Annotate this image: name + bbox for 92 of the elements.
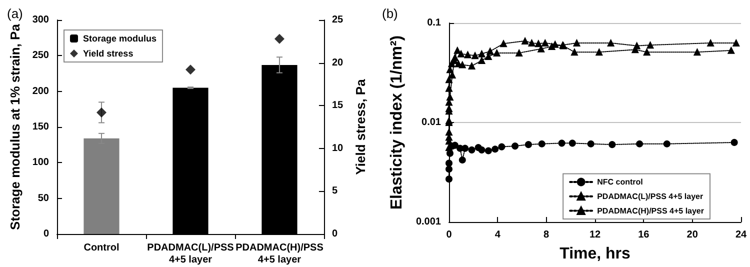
y-tick-label: 0.001: [416, 216, 442, 228]
x-tick-label: PDADMAC(L)/PSS 4+5 layer: [147, 242, 234, 266]
point: [185, 64, 196, 75]
y-tick-label: 0.1: [427, 18, 442, 28]
point: [524, 141, 532, 148]
legend-label: PDADMAC(H)/PSS 4+5 layer: [597, 206, 704, 216]
y2-tick-label: 20: [332, 57, 344, 68]
point: [478, 56, 486, 64]
point: [542, 39, 549, 46]
point: [486, 48, 494, 55]
point: [96, 107, 106, 118]
x-tick-label: 8: [544, 230, 550, 240]
point: [632, 46, 639, 54]
point: [552, 40, 559, 48]
x-tick-label: 16: [638, 230, 650, 240]
point: [446, 84, 452, 92]
point: [646, 42, 654, 49]
y-tick-label: 150: [32, 122, 50, 132]
point: [534, 40, 542, 48]
point: [516, 49, 523, 56]
point: [274, 34, 284, 44]
point: [458, 156, 466, 164]
bar: [84, 138, 120, 234]
point: [446, 94, 454, 101]
point: [707, 39, 714, 46]
point: [500, 40, 508, 48]
y2-tick-label: 25: [332, 14, 344, 26]
point: [446, 166, 452, 173]
point: [458, 50, 465, 58]
x-tick-label: 24: [735, 230, 747, 240]
point: [538, 45, 545, 52]
y-axis-title: Storage modulus at 1% strain, Pa: [7, 23, 22, 230]
point: [538, 140, 546, 148]
legend-label: PDADMAC(L)/PSS 4+5 layer: [597, 192, 704, 201]
legend-label: Yield stress: [83, 48, 134, 58]
point: [608, 141, 616, 148]
point: [568, 140, 576, 147]
point: [446, 176, 452, 183]
point: [570, 48, 578, 56]
point: [558, 140, 566, 147]
x-tick-label: 20: [686, 230, 698, 240]
point: [636, 140, 644, 148]
point: [573, 39, 580, 46]
point: [446, 160, 452, 167]
y-tick-label: 0.01: [422, 117, 442, 128]
point: [451, 54, 458, 62]
point: [484, 147, 492, 154]
point: [478, 146, 486, 154]
x-tick-label: PDADMAC(H)/PSS 4+5 layer: [236, 242, 324, 266]
point: [730, 138, 738, 146]
y2-tick-label: 10: [332, 142, 344, 154]
point: [694, 48, 701, 56]
point: [464, 51, 472, 58]
x-tick-label: 12: [589, 230, 601, 240]
point: [478, 50, 486, 58]
point: [462, 144, 469, 152]
point: [596, 48, 603, 56]
y-tick-label: 300: [32, 14, 50, 26]
point: [663, 140, 670, 148]
point: [493, 49, 500, 56]
y-tick-label: 200: [32, 86, 50, 97]
x-tick-label: 4: [494, 230, 501, 240]
point: [728, 46, 735, 54]
y2-tick-label: 5: [332, 186, 338, 197]
point: [587, 140, 594, 148]
chart-title: (b): [382, 6, 398, 21]
y-axis-title: Elasticity index (1/nm²): [388, 35, 406, 210]
y-tick-label: 50: [38, 192, 50, 204]
point: [528, 39, 536, 46]
x-axis-title: Time, hrs: [560, 246, 631, 262]
point: [472, 52, 479, 60]
point: [498, 143, 506, 150]
point: [643, 48, 650, 56]
point: [512, 142, 519, 150]
y2-tick-label: 15: [332, 100, 344, 112]
chart-title: (a): [7, 6, 23, 21]
point: [458, 61, 466, 68]
y2-axis-title: Yield stress, Pa: [353, 78, 368, 175]
point: [468, 62, 476, 70]
point: [522, 37, 529, 44]
legend-label: NFC control: [597, 178, 643, 186]
point: [454, 46, 461, 54]
point: [446, 105, 452, 112]
point: [732, 39, 740, 46]
point: [607, 39, 614, 46]
point: [468, 146, 476, 154]
x-tick-label: Control: [84, 242, 120, 254]
y-tick-label: 250: [32, 50, 50, 62]
legend-label: Storage modulus: [83, 34, 157, 44]
x-tick-label: 0: [446, 230, 452, 240]
y-tick-label: 100: [32, 157, 50, 168]
point: [492, 146, 499, 153]
